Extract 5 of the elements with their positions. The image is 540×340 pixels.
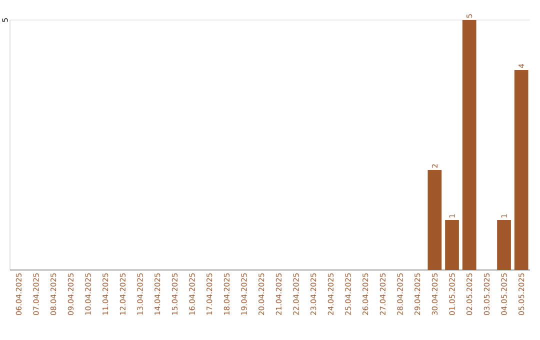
bar [428, 170, 442, 270]
bar [462, 20, 476, 270]
bar [497, 220, 511, 270]
bar [445, 220, 459, 270]
bar [514, 70, 528, 270]
